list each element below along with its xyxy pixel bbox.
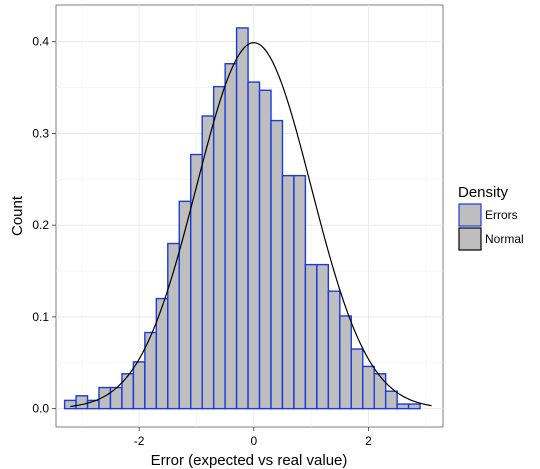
y-axis: 0.0 0.1 0.2 0.3 0.4 bbox=[32, 35, 56, 416]
histogram-bar bbox=[373, 373, 387, 410]
histogram-bar bbox=[293, 174, 307, 410]
histogram-bar bbox=[132, 361, 146, 410]
histogram-bar bbox=[190, 153, 203, 410]
histogram-bar bbox=[407, 403, 421, 410]
histogram-bar bbox=[258, 89, 272, 410]
y-tick-label: 0.4 bbox=[32, 35, 49, 49]
histogram-bar bbox=[396, 403, 410, 410]
histogram-bar bbox=[327, 290, 341, 410]
x-tick-label: 2 bbox=[365, 434, 372, 448]
histogram-bar bbox=[384, 390, 398, 410]
histogram-bar bbox=[224, 63, 238, 410]
histogram-bar bbox=[247, 81, 261, 410]
histogram-bar bbox=[339, 315, 352, 410]
legend-key-normal bbox=[458, 227, 482, 251]
y-tick-label: 0.3 bbox=[32, 126, 49, 140]
y-tick-label: 0.2 bbox=[32, 218, 49, 232]
histogram-bar bbox=[316, 263, 330, 410]
histogram-bars bbox=[63, 27, 421, 410]
histogram-bar bbox=[212, 85, 226, 410]
histogram-bar bbox=[350, 348, 364, 410]
histogram-bar bbox=[362, 365, 375, 410]
y-tick-label: 0.1 bbox=[32, 310, 49, 324]
histogram-bar bbox=[270, 119, 284, 410]
x-axis: -2 0 2 bbox=[134, 427, 372, 448]
histogram-bar bbox=[304, 263, 318, 410]
legend-title: Density bbox=[458, 184, 509, 201]
histogram-bar bbox=[155, 297, 169, 410]
histogram-bar bbox=[63, 399, 77, 410]
x-axis-title: Error (expected vs real value) bbox=[151, 452, 348, 469]
legend-key-errors bbox=[458, 203, 482, 227]
normal-density-curve bbox=[70, 42, 432, 408]
legend-label-normal: Normal bbox=[485, 232, 524, 246]
y-axis-title: Count bbox=[9, 195, 26, 236]
x-tick-label: 0 bbox=[250, 434, 257, 448]
legend: Density Errors Normal bbox=[458, 184, 524, 251]
histogram-bar bbox=[75, 395, 89, 410]
y-tick-label: 0.0 bbox=[32, 402, 49, 416]
histogram-bar bbox=[121, 373, 135, 410]
legend-label-errors: Errors bbox=[485, 208, 518, 222]
histogram-bar bbox=[281, 174, 295, 410]
x-tick-label: -2 bbox=[134, 434, 145, 448]
histogram-bar bbox=[235, 27, 249, 410]
histogram-bar bbox=[167, 242, 180, 410]
